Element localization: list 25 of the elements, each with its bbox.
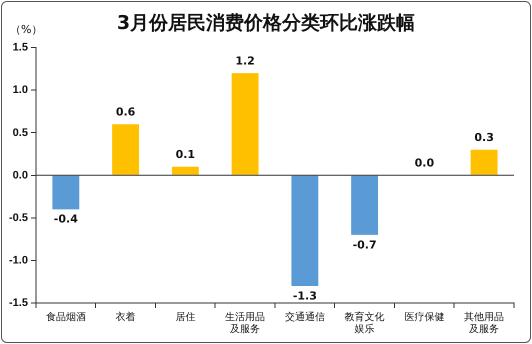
x-tick-label: 教育文化娱乐	[344, 310, 385, 335]
data-label: 0.0	[414, 156, 434, 170]
data-label: 0.6	[116, 106, 136, 119]
y-tick-label: 0.5	[12, 126, 28, 139]
y-tick-label: 0.0	[12, 169, 28, 182]
x-tick-label: 生活用品及服务	[225, 310, 266, 335]
data-label: 1.2	[235, 54, 255, 68]
x-tick-label: 交通通信	[284, 310, 325, 323]
data-label: -1.3	[292, 289, 317, 302]
data-label: 0.3	[474, 131, 494, 144]
y-tick-label: 1.0	[12, 84, 28, 96]
y-tick-label: -1.5	[8, 297, 28, 310]
y-tick-label: -1.0	[8, 254, 28, 266]
chart-title: 3月份居民消费价格分类环比涨跌幅	[116, 12, 416, 34]
data-label: -0.7	[352, 238, 377, 252]
x-tick-label: 其他用品及服务	[464, 310, 504, 335]
x-tick-label: 居住	[175, 312, 196, 323]
y-axis-title: （%）	[10, 22, 42, 37]
x-tick-label: 衣着	[116, 310, 136, 323]
data-label: -0.4	[54, 212, 78, 226]
x-tick-label: 食品烟酒	[46, 310, 86, 323]
y-tick-label: 1.5	[12, 42, 28, 54]
data-label: 0.1	[176, 148, 196, 162]
y-tick-label: -0.5	[8, 212, 28, 224]
x-tick-label: 医疗保健	[404, 310, 444, 323]
